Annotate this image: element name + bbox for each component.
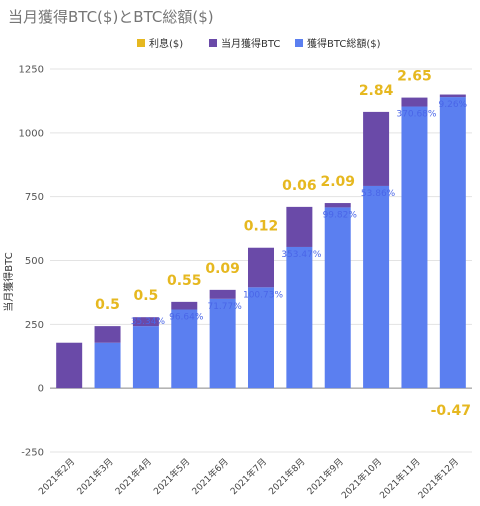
- bar-total-9: [401, 106, 428, 389]
- legend-swatch-1: [209, 39, 217, 47]
- y-tick-label-2: 250: [25, 320, 44, 331]
- interest-label-10: -0.47: [431, 403, 471, 419]
- interest-label-9: 2.65: [397, 69, 432, 85]
- legend-label-0: 利息($): [149, 37, 183, 50]
- bar-monthly-0: [56, 342, 83, 389]
- bar-monthly-4: [209, 289, 236, 299]
- percent-label-4: 71.77%: [207, 302, 242, 312]
- x-tick-label-3: 2021年5月: [151, 456, 192, 497]
- bar-total-2: [132, 326, 159, 389]
- interest-label-6: 0.06: [282, 178, 317, 194]
- y-tick-label-0: -250: [21, 448, 44, 459]
- legend-swatch-2: [295, 39, 303, 47]
- x-tick-label-10: 2021年12月: [415, 456, 461, 502]
- bar-monthly-2: [132, 317, 159, 327]
- bar-monthly-5: [248, 247, 274, 288]
- percent-label-8: 53.86%: [361, 189, 396, 199]
- bar-monthly-3: [171, 301, 198, 310]
- bar-total-10: [439, 97, 466, 389]
- bar-total-3: [171, 309, 198, 389]
- y-axis-label: 当月獲得BTC: [2, 252, 15, 311]
- bar-total-1: [94, 342, 121, 389]
- x-tick-label-4: 2021年6月: [189, 456, 230, 497]
- y-tick-label-5: 1000: [19, 128, 44, 139]
- bar-monthly-9: [401, 97, 428, 107]
- x-tick-label-2: 2021年4月: [113, 456, 154, 497]
- interest-label-4: 0.09: [205, 261, 240, 277]
- legend-swatch-0: [137, 39, 145, 47]
- interest-label-7: 2.09: [320, 174, 355, 190]
- x-tick-label-0: 2021年2月: [36, 456, 77, 497]
- percent-label-5: 100.73%: [243, 290, 283, 300]
- bar-total-7: [324, 207, 351, 389]
- percent-label-6: 353.47%: [281, 250, 321, 260]
- chart-title: 当月獲得BTC($)とBTC総額($): [8, 8, 214, 26]
- interest-label-1: 0.5: [95, 297, 120, 313]
- percent-label-3: 96.64%: [169, 313, 204, 323]
- y-tick-label-4: 750: [25, 192, 44, 203]
- bar-total-6: [286, 246, 313, 389]
- x-tick-label-7: 2021年9月: [304, 456, 345, 497]
- legend-label-1: 当月獲得BTC: [221, 37, 280, 50]
- bar-monthly-7: [324, 203, 351, 208]
- interest-label-2: 0.5: [134, 288, 159, 304]
- interest-label-8: 2.84: [359, 83, 394, 99]
- percent-label-7: 99.82%: [323, 210, 358, 220]
- y-tick-label-3: 500: [25, 256, 44, 267]
- x-tick-label-1: 2021年3月: [74, 456, 115, 497]
- bar-monthly-8: [363, 111, 390, 186]
- percent-label-10: 9.26%: [439, 100, 468, 110]
- bar-monthly-10: [439, 94, 466, 98]
- bar-total-4: [209, 298, 236, 389]
- bar-monthly-6: [286, 206, 313, 247]
- interest-label-3: 0.55: [167, 273, 202, 289]
- bar-monthly-1: [94, 326, 121, 343]
- bar-total-5: [248, 287, 274, 389]
- y-tick-label-1: 0: [38, 384, 44, 395]
- percent-label-9: 370.68%: [396, 110, 436, 120]
- interest-label-5: 0.12: [244, 219, 279, 235]
- x-tick-label-6: 2021年8月: [266, 456, 307, 497]
- y-tick-label-6: 1250: [19, 65, 44, 76]
- x-tick-label-5: 2021年7月: [228, 456, 269, 497]
- percent-label-2: 35.34%: [131, 317, 166, 327]
- legend-label-2: 獲得BTC総額($): [307, 37, 381, 50]
- bar-total-8: [363, 185, 390, 389]
